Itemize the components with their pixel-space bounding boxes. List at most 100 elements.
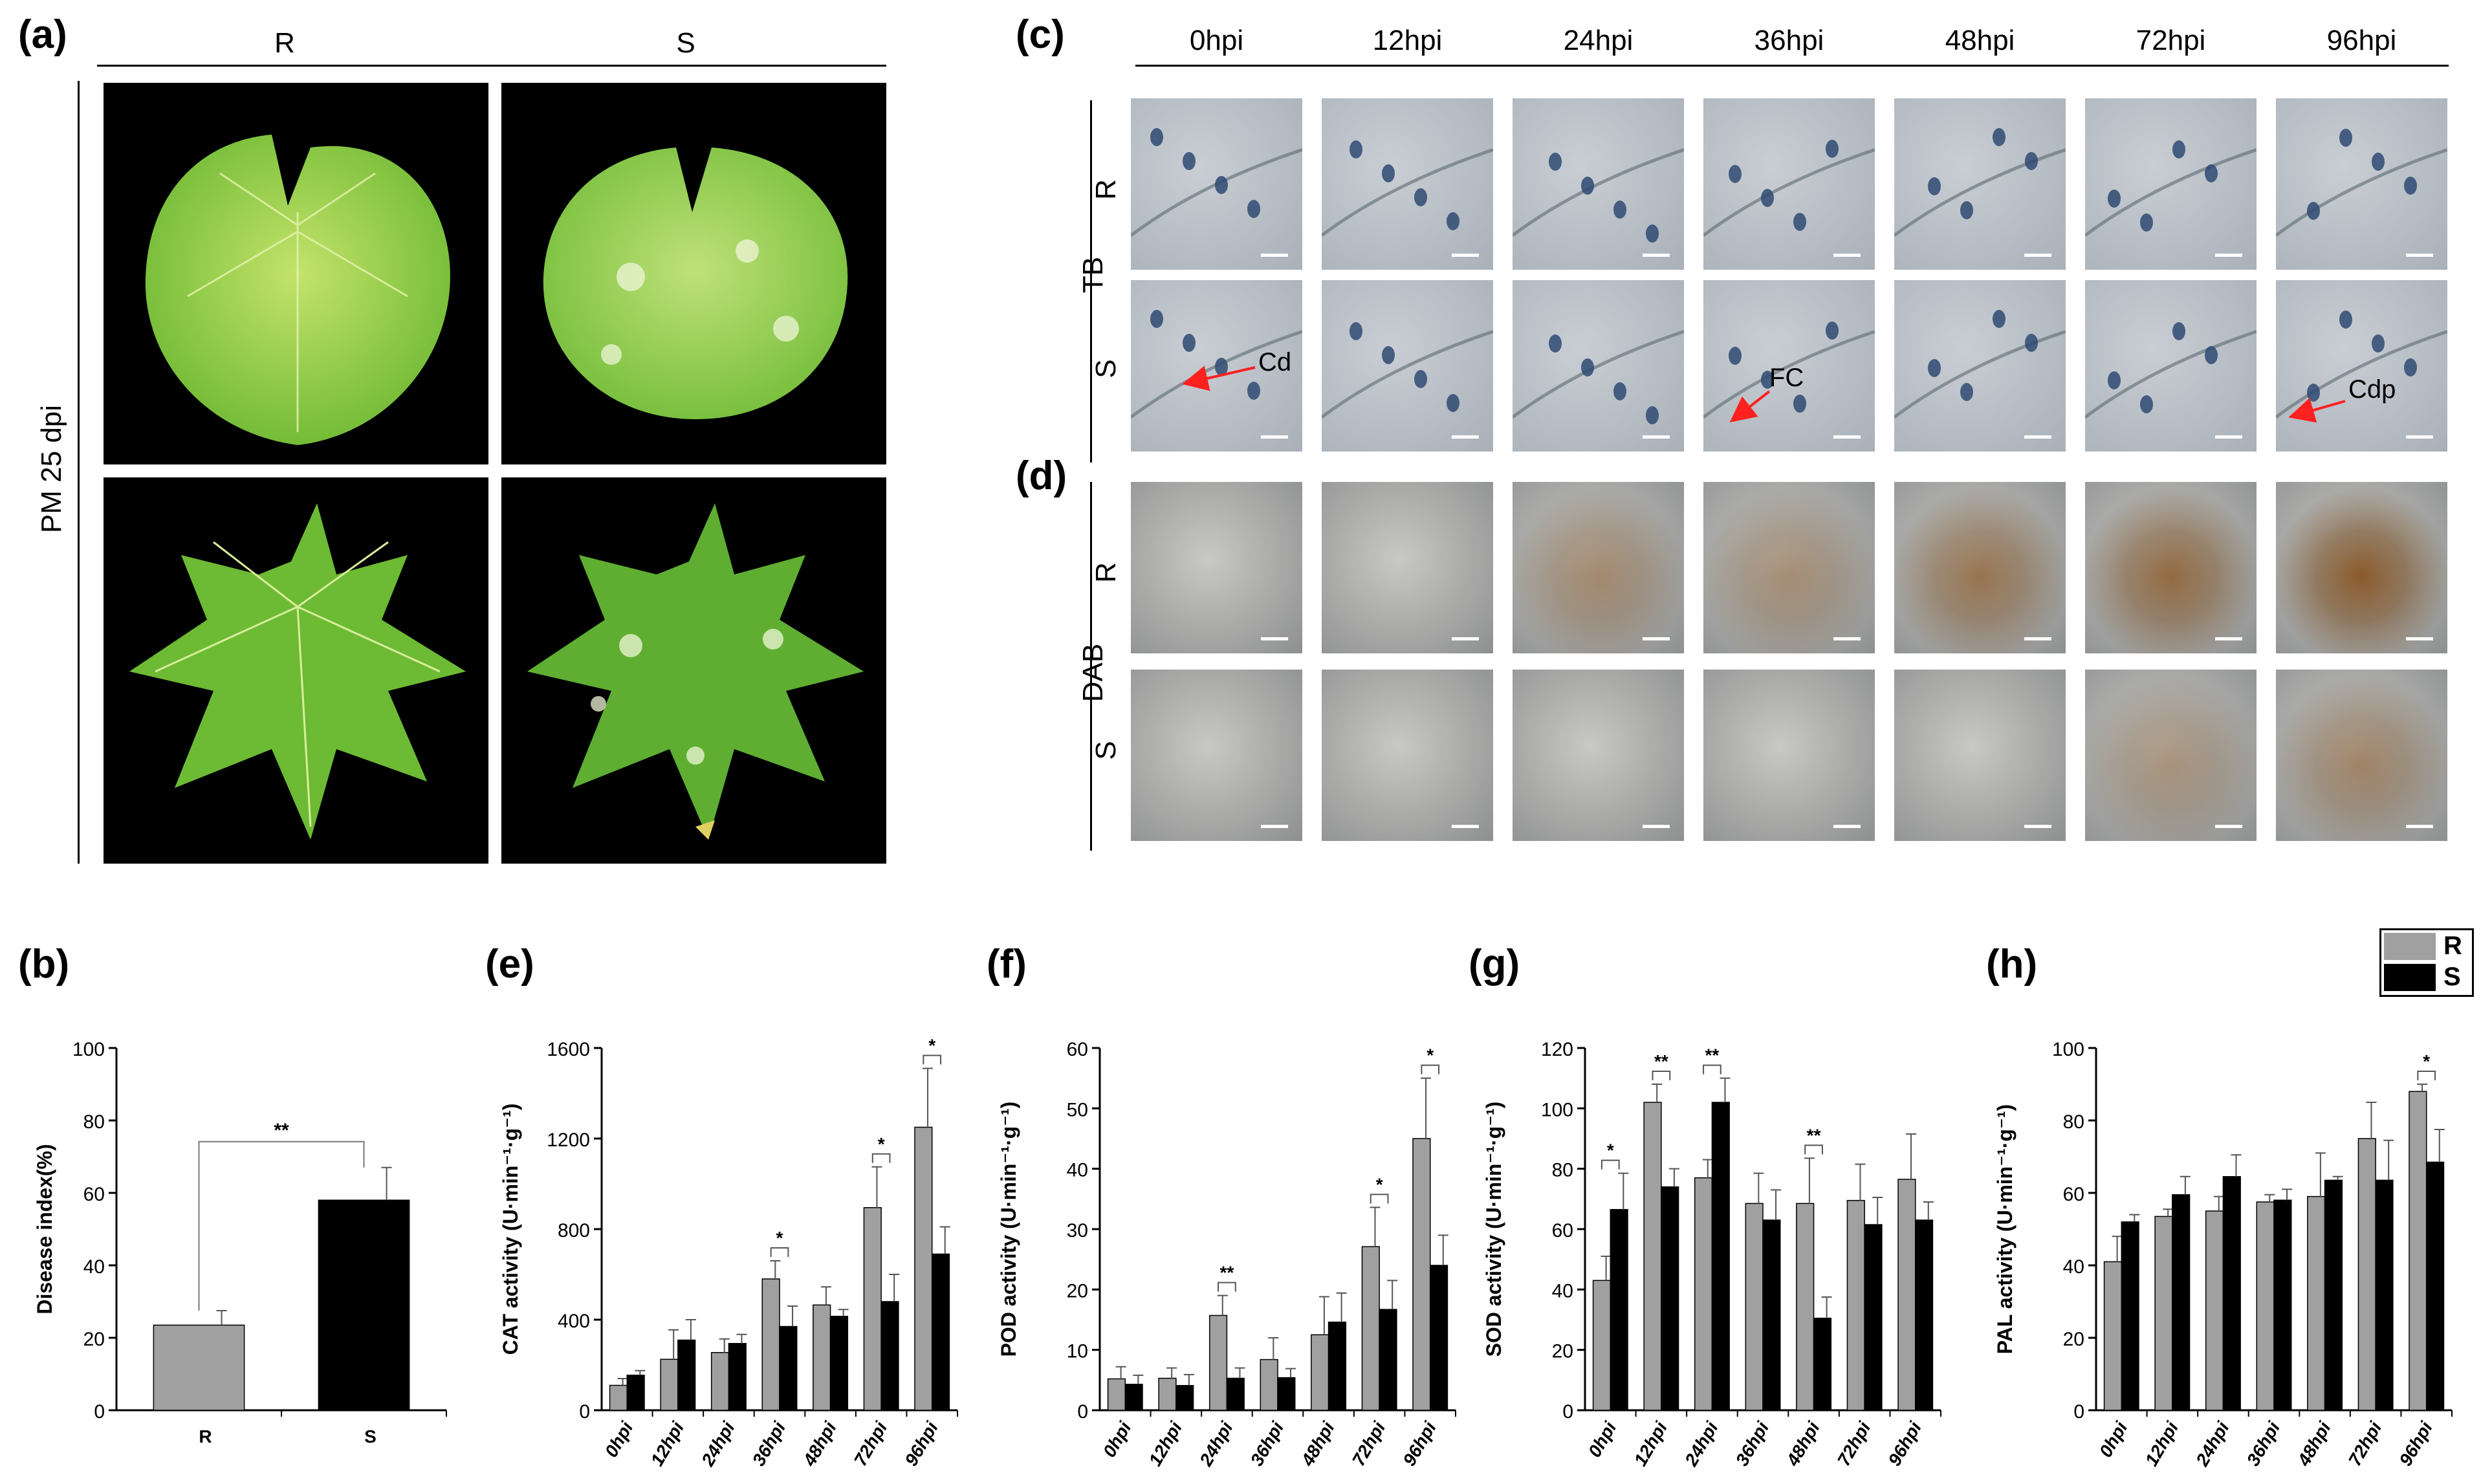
bar-24hpi-S bbox=[1711, 1102, 1730, 1411]
panel-a-letter: (a) bbox=[18, 12, 67, 57]
bar-12hpi-S bbox=[2172, 1194, 2191, 1411]
scale-bar bbox=[2215, 254, 2242, 257]
legend-swatch-r bbox=[2384, 933, 2436, 960]
bar-12hpi-R bbox=[1158, 1377, 1177, 1411]
bar-24hpi-S bbox=[728, 1343, 747, 1411]
chart-e-cat-activity: 0 400 800 1200 1600 CAT activity (U·min⁻¹·g⁻¹… bbox=[499, 1036, 958, 1470]
significance-label: * bbox=[776, 1228, 783, 1248]
scale-bar bbox=[1452, 254, 1479, 257]
scale-bar bbox=[1261, 637, 1288, 640]
x-tick-label: 36hpi bbox=[749, 1417, 790, 1469]
x-tick-label: 96hpi bbox=[1884, 1417, 1925, 1469]
significance-label: * bbox=[1607, 1140, 1614, 1161]
leaf-s-bottom bbox=[501, 477, 886, 864]
micrograph-dab-s-12hpi bbox=[1322, 670, 1493, 841]
bar-0hpi-R bbox=[1592, 1280, 1612, 1411]
bar-36hpi-S bbox=[1277, 1377, 1296, 1411]
y-tick-label: 40 bbox=[83, 1256, 105, 1278]
bar-36hpi-R bbox=[761, 1278, 780, 1411]
micrograph-tb-s-72hpi bbox=[2085, 280, 2257, 452]
bar-96hpi-R bbox=[914, 1126, 933, 1411]
scale-bar bbox=[1833, 637, 1861, 640]
scale-bar bbox=[2215, 637, 2242, 640]
significance-bracket bbox=[1370, 1194, 1389, 1204]
bar-24hpi-S bbox=[2222, 1176, 2241, 1411]
bar-96hpi-S bbox=[2425, 1161, 2445, 1411]
significance-label: ** bbox=[274, 1120, 289, 1141]
scale-bar bbox=[1833, 435, 1861, 439]
bar-72hpi-R bbox=[1361, 1246, 1380, 1411]
scale-bar bbox=[1833, 825, 1861, 828]
bar-R bbox=[153, 1324, 245, 1411]
bar-0hpi-R bbox=[2103, 1261, 2123, 1411]
x-tick-label: 12hpi bbox=[1145, 1417, 1186, 1469]
significance-label: ** bbox=[1807, 1125, 1821, 1145]
significance-bracket bbox=[198, 1140, 365, 1311]
micrograph-tb-s-48hpi bbox=[1894, 280, 2066, 452]
panel-a-col-r: R bbox=[274, 27, 295, 59]
annotation-cdp: Cdp bbox=[2348, 375, 2396, 404]
panel-a-col-s: S bbox=[676, 27, 695, 59]
y-tick-label: 80 bbox=[2063, 1111, 2084, 1133]
bar-72hpi-R bbox=[1846, 1199, 1865, 1411]
y-tick-label: 80 bbox=[83, 1111, 105, 1133]
y-tick-label: 400 bbox=[558, 1311, 590, 1332]
bar-48hpi-S bbox=[1328, 1321, 1347, 1411]
y-tick-label: 60 bbox=[83, 1184, 105, 1205]
panel-b-letter: (b) bbox=[18, 942, 70, 987]
x-tick-label: 0hpi bbox=[601, 1417, 637, 1460]
bar-72hpi-S bbox=[2375, 1179, 2394, 1411]
bar-12hpi-R bbox=[660, 1359, 679, 1411]
time-header-72hpi: 72hpi bbox=[2136, 25, 2206, 56]
x-tick-label: 12hpi bbox=[2141, 1417, 2183, 1469]
micrograph-dab-s-24hpi bbox=[1513, 670, 1684, 841]
x-tick-label: 72hpi bbox=[2344, 1417, 2386, 1469]
x-tick-label: 96hpi bbox=[2395, 1417, 2436, 1469]
bar-96hpi-R bbox=[1412, 1138, 1431, 1411]
bar-24hpi-R bbox=[2205, 1210, 2224, 1411]
x-tick-label: 0hpi bbox=[1584, 1417, 1621, 1460]
time-header-0hpi: 0hpi bbox=[1189, 25, 1244, 56]
significance-bracket bbox=[2417, 1071, 2436, 1080]
bar-12hpi-R bbox=[2154, 1216, 2173, 1411]
y-tick-label: 0 bbox=[2073, 1401, 2084, 1423]
bar-96hpi-S bbox=[931, 1253, 950, 1411]
y-tick-label: 50 bbox=[1067, 1099, 1088, 1120]
scale-bar bbox=[1643, 637, 1670, 640]
x-tick-label: 24hpi bbox=[1681, 1417, 1723, 1470]
micrograph-dab-r-48hpi bbox=[1894, 482, 2066, 653]
bar-96hpi-R bbox=[1897, 1179, 1916, 1411]
y-tick-label: 0 bbox=[1562, 1401, 1573, 1423]
scale-bar bbox=[1261, 825, 1288, 828]
bar-S bbox=[318, 1199, 410, 1411]
micrograph-dab-s-36hpi bbox=[1703, 670, 1875, 841]
bar-72hpi-R bbox=[2357, 1138, 2376, 1411]
micrograph-dab-s-48hpi bbox=[1894, 670, 2066, 841]
micrograph-tb-r-24hpi bbox=[1513, 98, 1684, 270]
y-tick-label: 20 bbox=[83, 1329, 105, 1350]
micrograph-tb-r-72hpi bbox=[2085, 98, 2257, 270]
bar-48hpi-R bbox=[813, 1304, 831, 1411]
time-header-96hpi: 96hpi bbox=[2326, 25, 2397, 56]
bar-48hpi-S bbox=[2324, 1179, 2343, 1411]
bar-48hpi-R bbox=[1311, 1334, 1329, 1411]
micrograph-tb-s-36hpi bbox=[1703, 280, 1875, 452]
legend-label-s: S bbox=[2443, 963, 2461, 991]
scale-bar bbox=[2406, 637, 2433, 640]
y-tick-label: 40 bbox=[1552, 1280, 1573, 1302]
time-header-12hpi: 12hpi bbox=[1372, 25, 1443, 56]
x-tick-label: 24hpi bbox=[2192, 1417, 2234, 1470]
bar-0hpi-R bbox=[609, 1384, 628, 1411]
y-tick-label: 10 bbox=[1067, 1341, 1088, 1362]
x-tick-label: 24hpi bbox=[697, 1417, 739, 1470]
significance-bracket bbox=[871, 1153, 891, 1163]
scale-bar bbox=[2024, 637, 2051, 640]
y-tick-label: 30 bbox=[1067, 1220, 1088, 1241]
bar-96hpi-S bbox=[1914, 1219, 1934, 1411]
x-tick-label: 48hpi bbox=[2293, 1417, 2335, 1470]
significance-bracket bbox=[1218, 1282, 1236, 1292]
chart-h-pal-activity: 0 20 40 60 80 100 PAL activity (U·min⁻¹·g⁻¹) 0h… bbox=[1993, 1039, 2453, 1470]
significance-bracket bbox=[923, 1054, 942, 1065]
x-tick-label: 48hpi bbox=[799, 1417, 841, 1470]
micrograph-dab-r-96hpi bbox=[2276, 482, 2447, 653]
